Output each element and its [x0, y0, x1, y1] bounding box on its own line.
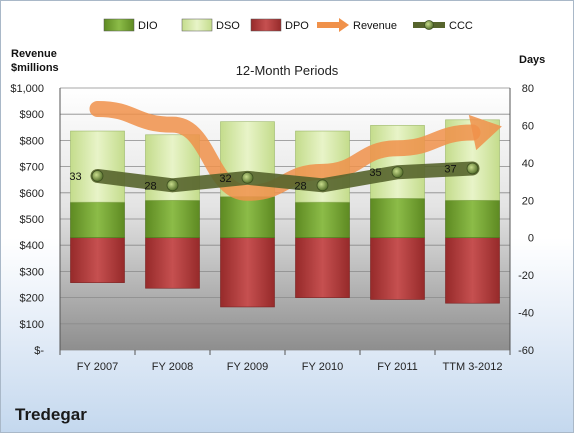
dpo-bar	[145, 237, 200, 289]
left-axis-title-line1: Revenue	[11, 48, 57, 60]
dpo-bar	[295, 237, 350, 298]
right-tick-label: -60	[518, 345, 534, 357]
left-tick-label: $900	[20, 109, 44, 121]
legend-label: CCC	[449, 20, 473, 32]
legend: DIO DSO DPO Revenue CCC	[103, 18, 473, 32]
gridlines	[60, 87, 510, 351]
dpo-bar	[370, 237, 425, 300]
ccc-marker	[166, 179, 179, 192]
x-tick-label: FY 2008	[152, 361, 193, 373]
left-tick-label: $200	[20, 293, 44, 305]
ccc-data-label: 35	[369, 167, 381, 179]
left-tick-label: $600	[20, 188, 44, 200]
ccc-data-label: 28	[294, 180, 306, 192]
right-tick-label: 20	[522, 195, 534, 207]
left-tick-label: $-	[34, 345, 44, 357]
right-tick-label: -40	[518, 308, 534, 320]
dpo-bar	[220, 237, 275, 308]
ccc-series: 33 28 32 28 35 37	[69, 161, 480, 193]
legend-label: DIO	[138, 20, 158, 32]
dio-bar	[445, 199, 500, 239]
ccc-marker	[241, 171, 254, 184]
chart-title: 12-Month Periods	[236, 63, 339, 78]
legend-swatch-dso	[181, 18, 213, 32]
revenue-arrowhead	[468, 114, 502, 151]
ccc-line	[90, 161, 480, 193]
ccc-marker	[466, 162, 479, 175]
left-tick-label: $800	[20, 135, 44, 147]
ccc-marker	[316, 179, 329, 192]
ccc-data-label: 33	[69, 171, 81, 183]
ccc-marker	[91, 170, 104, 182]
left-tick-label: $500	[20, 214, 44, 226]
right-tick-label: 80	[522, 83, 534, 95]
dpo-bar	[70, 237, 125, 283]
left-tick-label: $1,000	[10, 83, 44, 95]
dso-bar	[370, 125, 425, 199]
dio-bar	[220, 196, 275, 239]
dso-bar	[70, 130, 125, 203]
right-axis-title: Days	[519, 54, 545, 66]
left-tick-label: $100	[20, 319, 44, 331]
x-tick-label: FY 2011	[377, 361, 418, 373]
ccc-data-label: 28	[144, 180, 156, 192]
legend-swatch-dio	[103, 18, 135, 32]
ccc-data-label: 32	[219, 173, 231, 185]
legend-arrowhead	[339, 18, 349, 32]
dio-bar	[70, 201, 125, 239]
dpo-bar	[445, 237, 500, 304]
dio-bar	[370, 198, 425, 239]
x-tick-label: FY 2009	[227, 361, 268, 373]
axes: $- $100 $200 $300 $400 $500 $600 $700 $800 $900 $1…	[10, 83, 534, 373]
ccc-data-label: 37	[444, 163, 456, 175]
ccc-marker	[391, 166, 404, 179]
right-tick-label: 0	[528, 233, 534, 245]
legend-label: Revenue	[353, 20, 397, 32]
legend-swatch-dpo	[250, 18, 282, 32]
dio-bar	[145, 199, 200, 239]
legend-label: DPO	[285, 20, 309, 32]
left-tick-label: $700	[20, 162, 44, 174]
left-axis-title-line2: $millions	[11, 62, 59, 74]
x-tick-label: FY 2010	[302, 361, 343, 373]
company-name: Tredegar	[15, 405, 87, 424]
dio-bar	[295, 201, 350, 239]
right-tick-label: 40	[522, 158, 534, 170]
left-tick-label: $400	[20, 240, 44, 252]
left-tick-label: $300	[20, 266, 44, 278]
x-tick-label: TTM 3-2012	[443, 361, 503, 373]
right-tick-label: 60	[522, 120, 534, 132]
legend-label: DSO	[216, 20, 240, 32]
right-tick-label: -20	[518, 270, 534, 282]
x-tick-label: FY 2007	[77, 361, 118, 373]
legend-marker-ccc	[424, 20, 434, 30]
